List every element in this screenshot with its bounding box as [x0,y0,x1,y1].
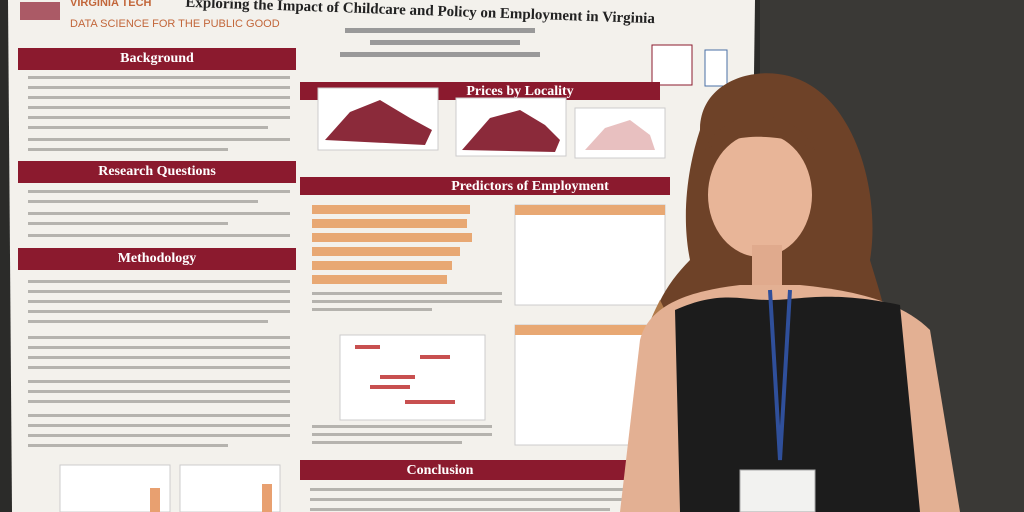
section-title: Background [120,51,194,66]
section-header [18,161,296,183]
section-header [300,460,640,480]
lanyard [768,289,792,461]
chart-bar [150,488,160,512]
face [708,133,812,257]
chart-bar [262,484,272,512]
body-text [310,292,630,511]
person [620,73,960,512]
author-lines [340,28,540,57]
neck [752,245,782,285]
coefficient-marks [355,345,455,404]
section-header [18,48,296,70]
section-header [18,248,296,270]
map-shape [585,120,655,150]
section-title: Methodology [118,251,197,266]
importance-bars [312,205,472,284]
bc-logo [704,49,728,87]
section-header [300,177,670,195]
coefficient-chart [339,334,486,421]
top [675,296,920,512]
table-header [515,325,655,335]
vt-logo [651,44,693,86]
section-title: Predictors of Employment [451,179,609,194]
map-shape [325,100,432,145]
tagline: DATA SCIENCE FOR THE PUBLIC GOOD [70,18,280,30]
name-badge [739,469,816,512]
section-title: Research Questions [98,164,216,179]
logo-mark [20,2,60,20]
middle-column: Prices by Locality Predictors of Employm… [300,82,670,511]
section-title: Conclusion [407,463,474,478]
section-title: Prices by Locality [466,84,573,99]
left-column: Background Research Questions Methodolog… [18,48,296,512]
map-shape [462,110,560,152]
bangs [705,116,815,150]
table [514,204,666,306]
table-header [515,205,665,215]
body-text [28,76,290,447]
logo-text: VIRGINIA TECH [70,0,152,9]
